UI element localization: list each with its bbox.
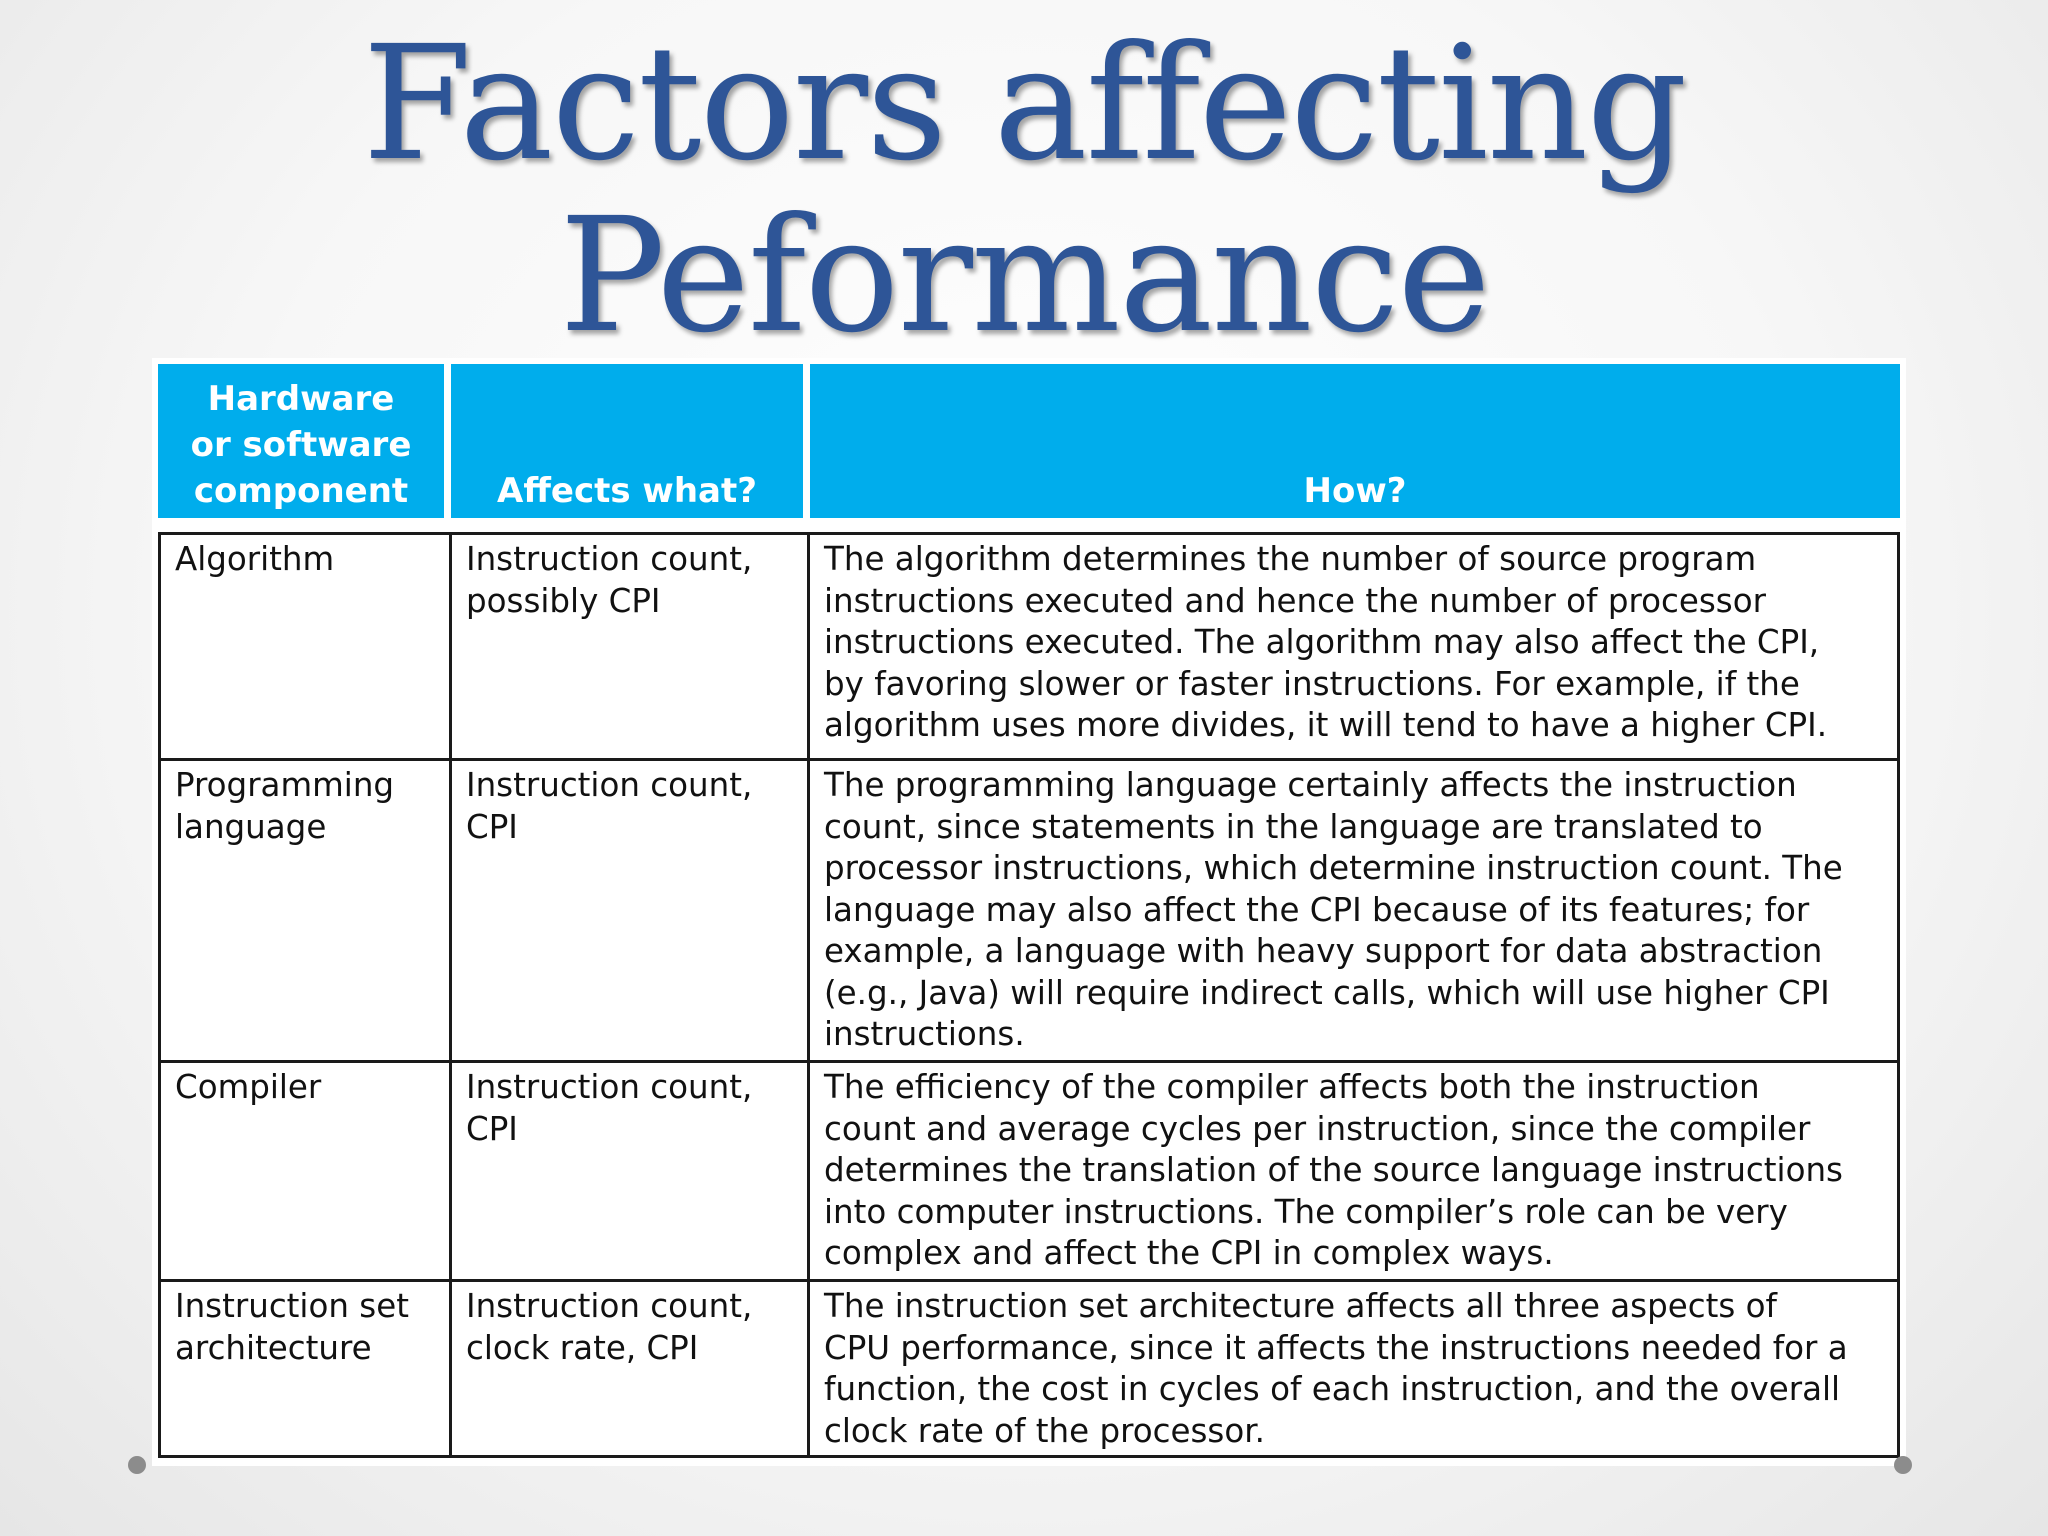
performance-factors-table: Hardware or software component Affects w… [152,358,1906,1466]
component-cell: Compiler [175,1068,322,1106]
decorative-dot-left [128,1456,146,1474]
affects-cell: Instruction count, CPI [449,761,807,1060]
how-cell: The instruction set architecture affects… [807,1282,1897,1455]
affects-cell: Instruction count, CPI [449,1063,807,1279]
table-row: Programming language Instruction count, … [161,761,1897,1063]
affects-cell: Instruction count, clock rate, CPI [449,1282,807,1455]
table-row: Compiler Instruction count, CPI The effi… [161,1063,1897,1282]
table-row: Instruction set architecture Instruction… [161,1282,1897,1455]
component-cell: Algorithm [175,540,335,578]
title-line-2: Peformance [559,184,1491,368]
how-cell: The efficiency of the compiler affects b… [807,1063,1897,1279]
how-cell: The algorithm determines the number of s… [807,535,1897,758]
header-component-line: component [193,471,409,511]
component-cell: Programming language [175,766,395,846]
header-component: Hardware or software component [158,364,444,518]
how-cell: The programming language certainly affec… [807,761,1897,1060]
header-affects-what: Affects what? [451,364,803,518]
header-component-line: Hardware [207,379,395,419]
affects-cell: Instruction count, possibly CPI [449,535,807,758]
header-component-line: or software [190,425,412,465]
table-row: Algorithm Instruction count, possibly CP… [161,535,1897,761]
table-body: Algorithm Instruction count, possibly CP… [158,532,1900,1458]
decorative-dot-right [1894,1456,1912,1474]
slide-title: Factors affecting Peformance [0,18,2048,362]
title-line-1: Factors affecting [362,12,1687,196]
header-how: How? [810,364,1900,518]
component-cell: Instruction set architecture [175,1287,409,1367]
